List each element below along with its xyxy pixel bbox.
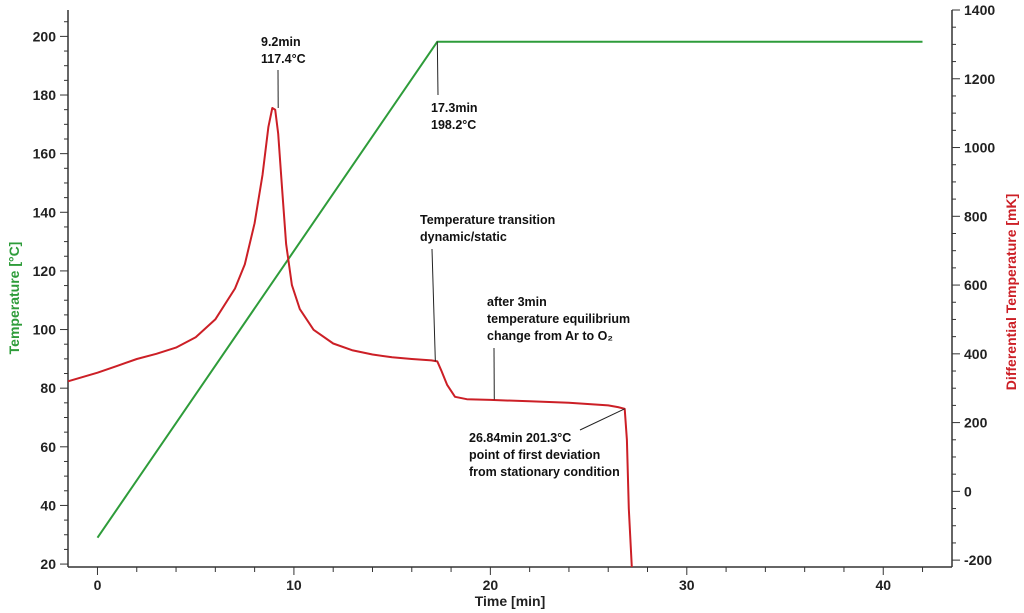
annotation-text: 198.2°C	[431, 118, 476, 132]
right-tick-label: 0	[964, 483, 972, 499]
x-axis-title: Time [min]	[475, 593, 546, 609]
right-tick-label: 1200	[964, 71, 995, 87]
left-tick-label: 80	[40, 380, 56, 396]
right-tick-label: 400	[964, 346, 988, 362]
annotation-text: point of first deviation	[469, 448, 600, 462]
annotation-text: 9.2min	[261, 35, 301, 49]
right-tick-label: 600	[964, 277, 988, 293]
right-tick-label: 1400	[964, 2, 995, 18]
left-tick-label: 40	[40, 497, 56, 513]
annotation-leader	[579, 408, 625, 431]
right-tick-label: -200	[964, 552, 992, 568]
left-tick-label: 20	[40, 556, 56, 572]
left-axis-title: Temperature [°C]	[6, 242, 22, 355]
annotation-leader	[431, 248, 436, 362]
left-tick-label: 120	[33, 263, 57, 279]
annotation-text: from stationary condition	[469, 465, 620, 479]
x-tick-label: 0	[94, 577, 102, 593]
annotation-text: change from Ar to O₂	[487, 329, 613, 343]
left-tick-label: 200	[33, 28, 57, 44]
x-tick-label: 20	[483, 577, 499, 593]
axes: 0 10 20 30 40 20 40 60 80 100 120 140 160 180 200 -200 0…	[33, 2, 996, 593]
left-tick-label: 140	[33, 204, 57, 220]
annotation-text: after 3min	[487, 295, 547, 309]
differential-temperature-line	[67, 107, 633, 568]
left-tick-label: 160	[33, 146, 57, 162]
annotation-text: temperature equilibrium	[487, 312, 630, 326]
x-tick-label: 30	[679, 577, 695, 593]
annotation-layer: 9.2min 117.4°C 17.3min 198.2°C Temperature t…	[261, 35, 630, 479]
left-tick-label: 60	[40, 439, 56, 455]
annotation-text: 117.4°C	[261, 52, 306, 66]
x-tick-label: 10	[286, 577, 302, 593]
annotation-leader	[436, 41, 439, 96]
annotation-text: dynamic/static	[420, 230, 507, 244]
left-tick-label: 100	[33, 322, 57, 338]
right-tick-label: 200	[964, 415, 988, 431]
annotation-text: Temperature transition	[420, 213, 555, 227]
right-axis-title: Differential Temperature [mK]	[1003, 194, 1019, 391]
right-tick-label: 1000	[964, 140, 995, 156]
right-tick-label: 800	[964, 208, 988, 224]
temperature-line	[96, 40, 923, 539]
annotation-text: 26.84min 201.3°C	[469, 431, 571, 445]
left-tick-label: 180	[33, 87, 57, 103]
annotation-text: 17.3min	[431, 101, 478, 115]
x-tick-label: 40	[875, 577, 891, 593]
